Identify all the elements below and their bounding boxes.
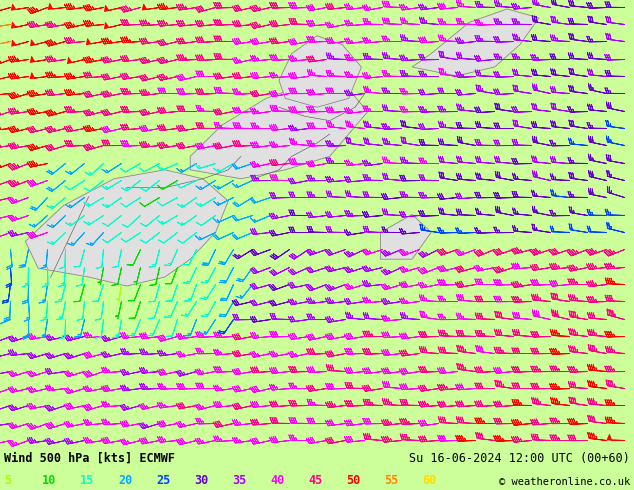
Text: 40: 40 [270, 473, 284, 487]
PathPatch shape [279, 36, 361, 107]
Text: Su 16-06-2024 12:00 UTC (00+60): Su 16-06-2024 12:00 UTC (00+60) [409, 452, 630, 465]
PathPatch shape [190, 80, 368, 179]
PathPatch shape [412, 9, 539, 76]
Text: 30: 30 [194, 473, 208, 487]
Text: 45: 45 [308, 473, 322, 487]
PathPatch shape [25, 170, 228, 286]
Text: © weatheronline.co.uk: © weatheronline.co.uk [499, 477, 630, 487]
Text: 10: 10 [42, 473, 56, 487]
Text: 15: 15 [80, 473, 94, 487]
Text: 20: 20 [118, 473, 133, 487]
Text: 55: 55 [384, 473, 398, 487]
Text: 60: 60 [422, 473, 436, 487]
PathPatch shape [380, 215, 431, 259]
Text: 50: 50 [346, 473, 360, 487]
Text: Wind 500 hPa [kts] ECMWF: Wind 500 hPa [kts] ECMWF [4, 452, 175, 465]
Text: 25: 25 [156, 473, 171, 487]
Text: 35: 35 [232, 473, 246, 487]
Text: 5: 5 [4, 473, 11, 487]
